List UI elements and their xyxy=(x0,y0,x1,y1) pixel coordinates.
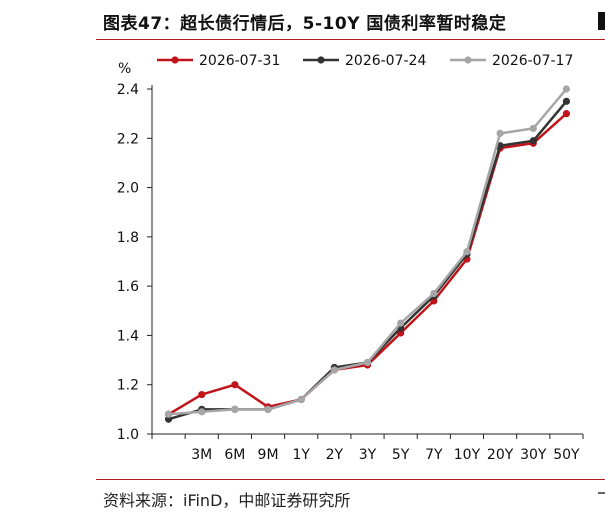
x-ticks: 3M 6M 9M 1Y 2Y 3Y 5Y 7Y 10Y 20Y 30Y 50Y xyxy=(151,434,584,463)
legend-marker xyxy=(171,56,179,64)
x-tick-label: 50Y xyxy=(553,447,580,463)
page-edge-mark-bottom xyxy=(598,492,605,494)
data-point xyxy=(562,110,571,118)
y-tick-label: 2.4 xyxy=(117,82,139,98)
y-tick-label: 1.6 xyxy=(117,279,139,295)
data-point xyxy=(562,85,571,93)
title-rule xyxy=(96,39,605,40)
series-line xyxy=(167,112,568,416)
data-point xyxy=(198,408,206,416)
data-point xyxy=(562,97,571,105)
data-point xyxy=(330,366,338,374)
y-tick-label: 1.0 xyxy=(117,427,139,443)
x-tick-label: 30Y xyxy=(520,447,547,463)
data-point xyxy=(463,248,471,256)
legend: 2026-07-31 2026-07-24 2026-07-17 xyxy=(157,53,573,69)
series-2026-07-31 xyxy=(164,110,571,418)
x-tick-label: 9M xyxy=(258,447,279,463)
x-tick-label: 20Y xyxy=(487,447,514,463)
y-tick-label: 2.2 xyxy=(117,131,139,147)
chart-title: 图表47：超长债行情后，5-10Y 国债利率暂时稳定 xyxy=(103,14,507,34)
y-ticks: 1.0 1.2 1.4 1.6 1.8 2.0 2.2 2.4 xyxy=(117,82,152,443)
x-tick-label: 3Y xyxy=(359,447,377,463)
legend-marker xyxy=(464,56,472,64)
data-point xyxy=(198,390,206,399)
source-rule xyxy=(96,479,605,480)
y-tick-label: 1.2 xyxy=(117,378,139,394)
x-tick-label: 3M xyxy=(191,447,212,463)
y-axis-unit: % xyxy=(118,61,131,77)
legend-label: 2026-07-24 xyxy=(345,53,426,69)
axes xyxy=(151,85,583,435)
y-tick-label: 1.8 xyxy=(117,230,139,246)
x-tick-label: 6M xyxy=(224,447,245,463)
source-note: 资料来源：iFinD，中邮证券研究所 xyxy=(103,491,351,510)
legend-label: 2026-07-31 xyxy=(199,53,280,69)
data-point xyxy=(297,395,305,404)
data-point xyxy=(231,405,239,413)
data-point xyxy=(231,381,239,389)
x-tick-label: 7Y xyxy=(425,447,443,463)
data-point xyxy=(397,319,405,327)
series-line xyxy=(168,100,568,421)
data-point xyxy=(363,358,372,367)
data-point xyxy=(529,124,537,133)
series-2026-07-17 xyxy=(164,85,571,418)
x-tick-label: 10Y xyxy=(454,447,481,463)
legend-label: 2026-07-17 xyxy=(492,53,573,69)
data-point xyxy=(164,415,173,423)
y-tick-label: 1.4 xyxy=(117,328,139,344)
data-point xyxy=(164,410,173,418)
data-point xyxy=(264,405,272,413)
y-tick-label: 2.0 xyxy=(117,181,139,197)
x-tick-label: 1Y xyxy=(292,447,310,463)
data-point xyxy=(430,289,438,298)
x-tick-label: 5Y xyxy=(392,447,410,463)
data-point xyxy=(529,137,537,145)
x-tick-label: 2Y xyxy=(326,447,344,463)
legend-marker xyxy=(317,56,325,64)
data-point xyxy=(496,129,504,137)
series-group xyxy=(164,85,571,423)
page-edge-mark xyxy=(598,12,605,30)
